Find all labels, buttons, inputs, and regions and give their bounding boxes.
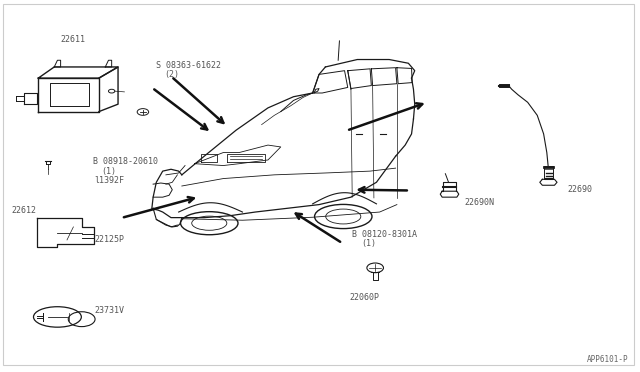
- Text: 22611: 22611: [61, 35, 86, 44]
- Text: (1): (1): [361, 239, 376, 248]
- Text: 23731V: 23731V: [95, 306, 124, 315]
- Text: 22612: 22612: [12, 206, 36, 215]
- Text: 22125P: 22125P: [95, 235, 124, 244]
- Text: l1392F: l1392F: [95, 176, 124, 185]
- Text: S 08363-61622: S 08363-61622: [156, 61, 221, 70]
- Text: 22690N: 22690N: [465, 198, 495, 207]
- Text: 22690: 22690: [568, 185, 593, 194]
- Text: B 08120-8301A: B 08120-8301A: [352, 230, 417, 239]
- Text: 22060P: 22060P: [349, 293, 380, 302]
- Text: B 08918-20610: B 08918-20610: [93, 157, 157, 166]
- Text: APP6101-P: APP6101-P: [587, 355, 628, 363]
- Text: (1): (1): [101, 167, 116, 176]
- Text: (2): (2): [164, 70, 180, 79]
